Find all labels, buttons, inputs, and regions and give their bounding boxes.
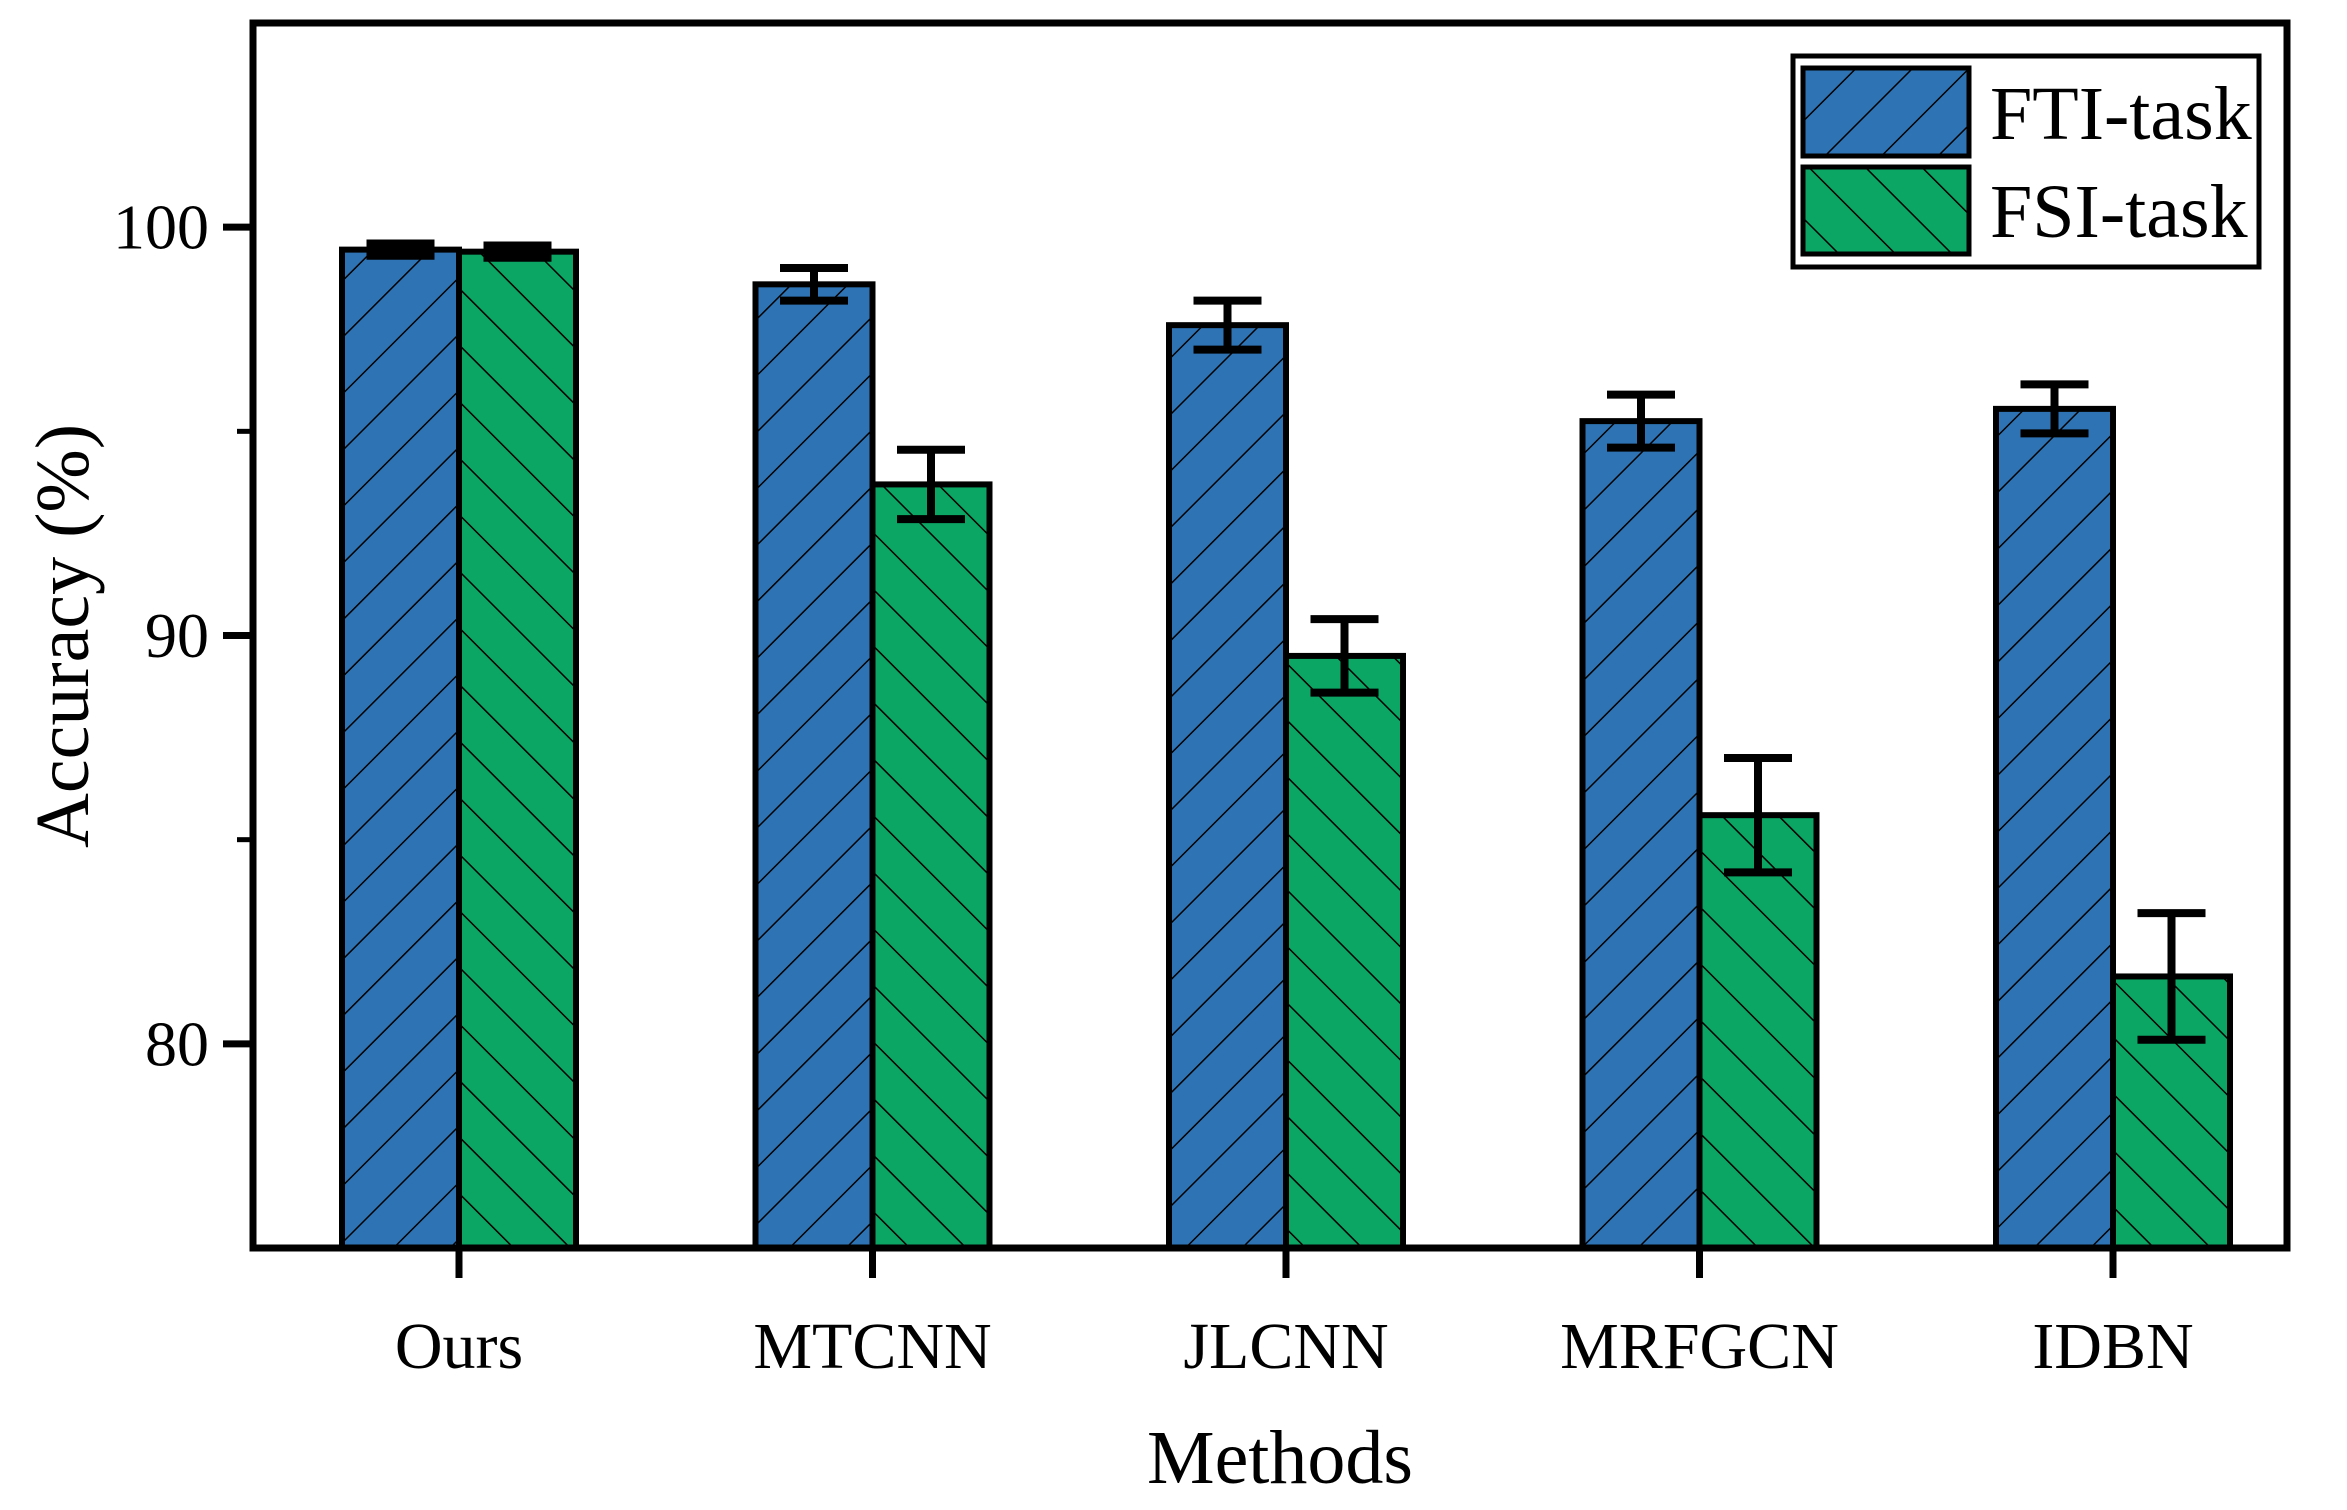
bar-fsi-task-ours (456, 248, 579, 1251)
legend-label-fti-task: FTI-task (1990, 72, 2252, 156)
x-category-label-ours: Ours (395, 1310, 523, 1383)
bar-fsi-task-mtcnn (869, 481, 993, 1251)
bar-fsi-task-jlcnn (1283, 652, 1406, 1251)
y-axis-title: Accuracy (%) (21, 424, 105, 848)
x-category-label-mtcnn: MTCNN (753, 1310, 991, 1383)
y-tick-label-90: 90 (145, 600, 209, 671)
x-axis-title: Methods (1147, 1416, 1413, 1500)
bar-fti-task-idbn (1993, 405, 2116, 1251)
x-category-label-mrfgcn: MRFGCN (1560, 1310, 1839, 1383)
x-category-label-idbn: IDBN (2032, 1310, 2193, 1383)
x-category-label-jlcnn: JLCNN (1183, 1310, 1388, 1383)
bars-layer (339, 246, 2233, 1252)
y-tick-label-80: 80 (145, 1008, 209, 1079)
legend-label-fsi-task: FSI-task (1990, 170, 2248, 254)
bar-fti-task-ours (339, 246, 462, 1251)
legend-swatch-fti-task (1800, 65, 1972, 159)
y-axis-ticks-layer: 80 90 100 (113, 192, 253, 1079)
bar-fsi-task-mrfgcn (1696, 812, 1820, 1252)
x-axis-ticks-layer: Ours MTCNN JLCNN MRFGCN IDBN (395, 1248, 2194, 1383)
bar-fti-task-mrfgcn (1579, 418, 1703, 1251)
legend-swatch-fsi-task (1800, 164, 1972, 257)
error-bars-layer (366, 239, 2206, 1044)
y-tick-label-100: 100 (113, 192, 209, 263)
bar-fti-task-mtcnn (752, 281, 876, 1252)
bar-fti-task-jlcnn (1166, 322, 1289, 1251)
legend-layer (1790, 53, 2262, 270)
